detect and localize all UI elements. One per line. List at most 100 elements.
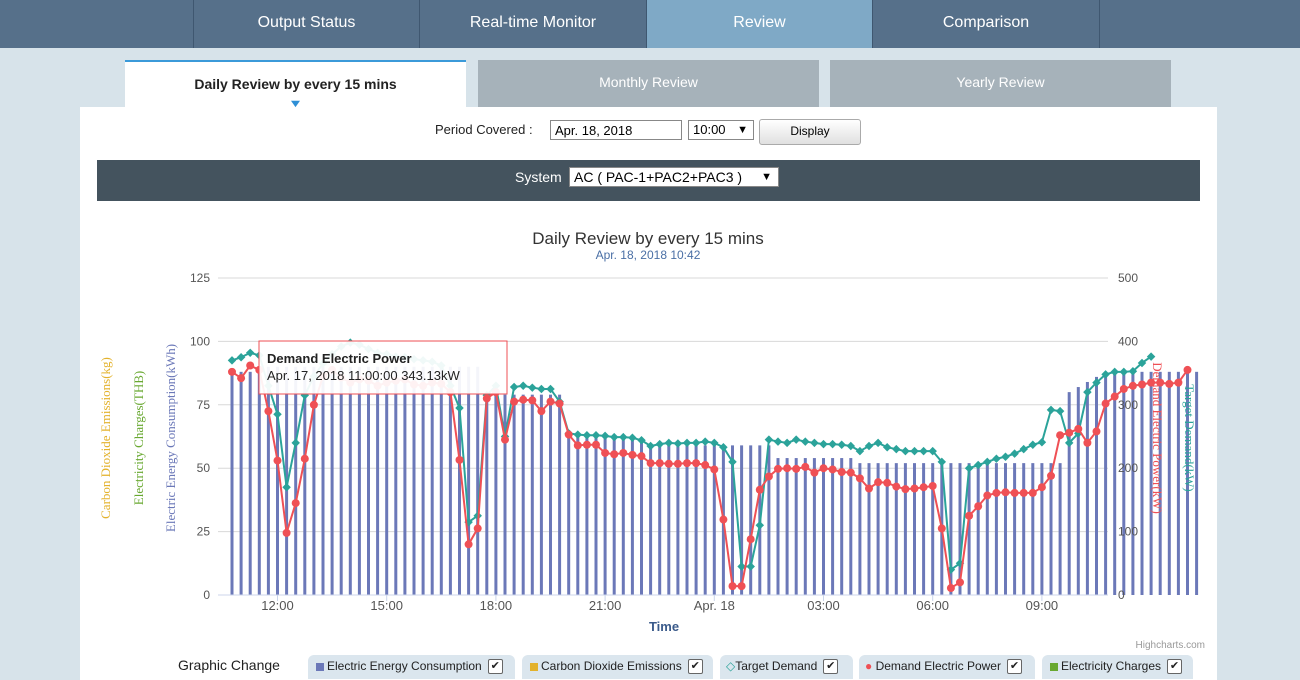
demand-power-point <box>892 482 901 491</box>
demand-power-point <box>237 374 246 383</box>
highcharts-credits[interactable]: Highcharts.com <box>1136 640 1205 651</box>
x-tick-label: 03:00 <box>807 598 840 613</box>
target-demand-point <box>291 438 300 448</box>
y-axis-title-co2: Carbon Dioxide Emissions(kg) <box>98 357 113 519</box>
target-demand-point <box>737 562 746 571</box>
tab-review[interactable]: Review <box>646 0 872 48</box>
energy-bar <box>767 445 771 595</box>
energy-bar <box>1022 463 1026 595</box>
energy-bar <box>630 437 634 595</box>
target-demand-point <box>227 356 237 365</box>
energy-bar <box>976 463 980 595</box>
energy-bar <box>530 394 534 595</box>
checkbox-checked-icon[interactable]: ✔ <box>487 659 503 675</box>
y-tick-label-left: 50 <box>197 461 211 475</box>
energy-bar <box>621 437 625 595</box>
energy-bar <box>803 458 807 595</box>
demand-power-point <box>956 578 964 587</box>
energy-bar <box>731 445 734 595</box>
x-axis-title: Time <box>649 619 679 634</box>
system-select[interactable]: AC ( PAC-1+PAC2+PAC3 ) ▼ <box>569 167 779 187</box>
energy-bar <box>612 437 616 595</box>
energy-bar <box>1140 371 1144 595</box>
energy-bar <box>485 394 489 595</box>
demand-power-point <box>510 397 519 406</box>
subtab-yearly-review[interactable]: Yearly Review <box>830 60 1171 107</box>
target-demand-point <box>791 435 801 444</box>
demand-power-point <box>946 584 955 593</box>
demand-power-point <box>610 450 619 459</box>
demand-power-point <box>246 361 255 370</box>
demand-power-point <box>228 367 236 376</box>
demand-power-point <box>655 459 664 468</box>
energy-bar <box>476 366 480 595</box>
energy-bar <box>894 463 898 595</box>
energy-bar <box>1122 371 1126 595</box>
energy-bar <box>594 435 598 595</box>
tooltip-text: Apr. 17, 2018 11:00:00 343.13kW <box>267 368 460 383</box>
energy-bar <box>794 458 798 595</box>
checkbox-checked-icon[interactable]: ✔ <box>823 659 839 675</box>
tab-comparison[interactable]: Comparison <box>872 0 1099 48</box>
tab-output-status[interactable]: Output Status <box>193 0 419 48</box>
demand-power-point <box>582 440 591 449</box>
energy-bar <box>667 445 671 595</box>
energy-bar <box>776 458 780 595</box>
y-tick-label-right: 400 <box>1118 334 1138 348</box>
demand-power-point <box>701 461 710 470</box>
target-demand-point <box>992 454 1001 463</box>
energy-bar <box>749 445 753 595</box>
demand-power-point <box>309 400 318 409</box>
legend-electricity-charges[interactable]: Electricity Charges ✔ <box>1042 655 1193 679</box>
demand-power-point <box>855 474 864 483</box>
legend-demand-power[interactable]: ● Demand Electric Power ✔ <box>859 655 1035 679</box>
energy-bar <box>849 458 853 595</box>
demand-power-point <box>1028 488 1037 497</box>
target-demand-point <box>855 446 865 456</box>
subtab-daily-review[interactable]: Daily Review by every 15 mins <box>125 60 466 107</box>
target-demand-point <box>528 383 537 392</box>
energy-bar <box>385 366 389 595</box>
target-demand-point <box>518 381 528 391</box>
checkbox-checked-icon[interactable]: ✔ <box>687 659 703 675</box>
legend-energy-consumption[interactable]: Electric Energy Consumption ✔ <box>308 655 515 679</box>
y-tick-label-right: 100 <box>1118 525 1138 539</box>
demand-power-point <box>1065 428 1074 437</box>
target-demand-point <box>537 384 546 394</box>
energy-bar <box>576 435 580 595</box>
demand-power-point <box>519 395 528 404</box>
energy-bar <box>467 366 471 595</box>
energy-bar <box>1113 371 1117 595</box>
demand-power-point <box>810 468 819 477</box>
legend-co2-emissions[interactable]: Carbon Dioxide Emissions ✔ <box>522 655 713 679</box>
time-select[interactable]: 10:00 ▼ <box>688 120 754 140</box>
energy-bar <box>740 445 744 595</box>
display-button[interactable]: Display <box>759 119 861 145</box>
checkbox-checked-icon[interactable]: ✔ <box>1006 659 1022 675</box>
legend-target-demand[interactable]: ◇Target Demand ✔ <box>720 655 853 679</box>
target-demand-point <box>928 446 937 456</box>
demand-power-point <box>1165 379 1174 388</box>
demand-power-point <box>710 465 719 474</box>
demand-power-point <box>619 448 628 457</box>
energy-bar <box>439 366 443 595</box>
demand-power-point <box>683 459 691 468</box>
legend-label: Demand Electric Power <box>875 659 1001 673</box>
tab-real-time-monitor[interactable]: Real-time Monitor <box>419 0 646 48</box>
target-demand-point <box>828 439 837 449</box>
target-demand-point <box>573 430 583 439</box>
x-tick-label: Apr. 18 <box>694 598 735 613</box>
checkbox-checked-icon[interactable]: ✔ <box>1167 659 1183 675</box>
energy-bar <box>949 463 953 595</box>
y-axis-title-charges: Electricity Charges(THB) <box>131 371 146 505</box>
target-demand-point <box>1092 378 1101 387</box>
energy-bar <box>1167 371 1171 595</box>
date-input[interactable]: Apr. 18, 2018 <box>550 120 682 140</box>
target-demand-point <box>764 435 774 444</box>
target-demand-point <box>1146 352 1156 361</box>
energy-bar <box>831 458 835 595</box>
energy-bar <box>840 458 844 595</box>
subtab-monthly-review[interactable]: Monthly Review <box>478 60 819 107</box>
target-demand-point <box>682 438 692 448</box>
